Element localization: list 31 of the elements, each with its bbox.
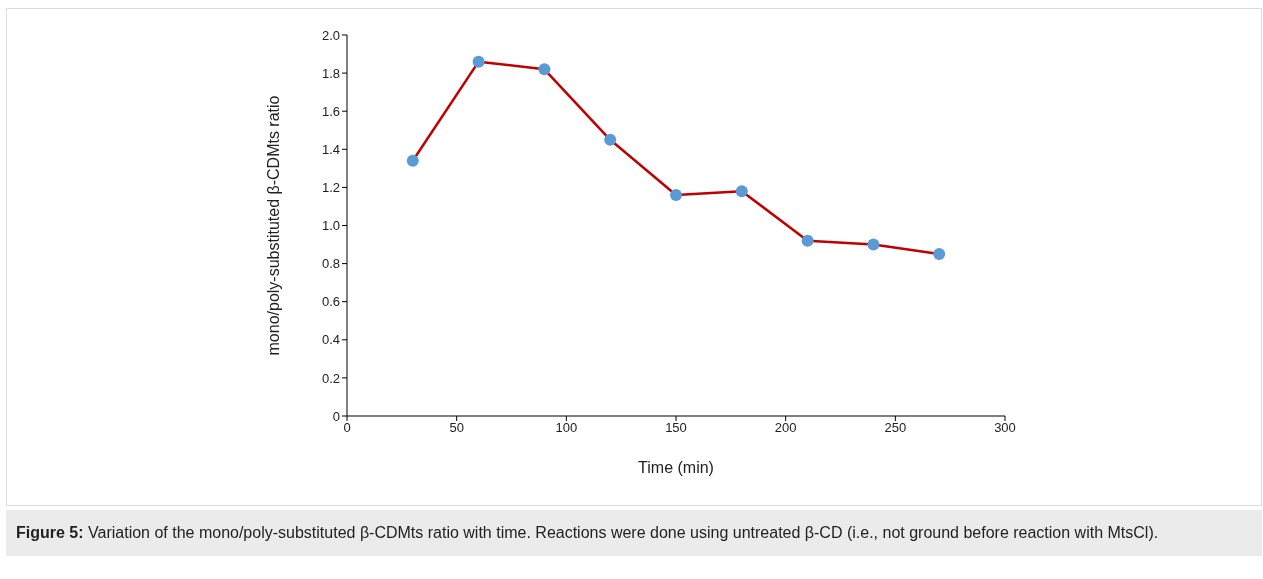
y-tick-label: 0.6: [321, 294, 340, 310]
y-tick-label: 1.6: [321, 103, 340, 119]
point: [735, 185, 748, 198]
y-axis-title: mono/poly-substituted β-CDMts ratio: [264, 95, 282, 356]
x-tick-label: 300: [994, 420, 1016, 436]
y-tick-label: 0.8: [321, 256, 340, 272]
point: [801, 234, 814, 247]
x-tick-label: 0: [343, 420, 351, 436]
y-tick-label: 0.2: [321, 370, 340, 386]
caption: Figure 5:: [16, 524, 84, 541]
y-tick-label: 0: [332, 408, 340, 424]
x-tick-label: 150: [665, 420, 687, 436]
y-tick-label: 2.0: [321, 27, 340, 43]
x-tick-label: 100: [555, 420, 578, 436]
point: [933, 248, 946, 261]
point: [604, 133, 617, 146]
point: [670, 189, 682, 202]
y-tick-label: 1.2: [321, 180, 340, 196]
y-tick-label: 1.4: [321, 141, 340, 157]
point: [867, 238, 880, 251]
x-tick-label: 200: [774, 420, 797, 436]
y-tick-label: 1.8: [321, 65, 340, 81]
y-tick-label: 0.4: [321, 332, 340, 348]
point: [538, 63, 551, 76]
point: [406, 154, 419, 167]
x-axis-title: Time (min): [638, 459, 714, 476]
y-tick-label: 1.0: [321, 218, 340, 234]
x-tick-label: 50: [449, 420, 464, 436]
point: [472, 55, 485, 68]
x-tick-label: 250: [884, 420, 907, 436]
text: Variation of the mono/poly-substituted β-CDMts ratio with time. Reactions were done using untreated β-CD (i.e., not ground before reaction with MtsCl).: [87, 524, 1159, 541]
